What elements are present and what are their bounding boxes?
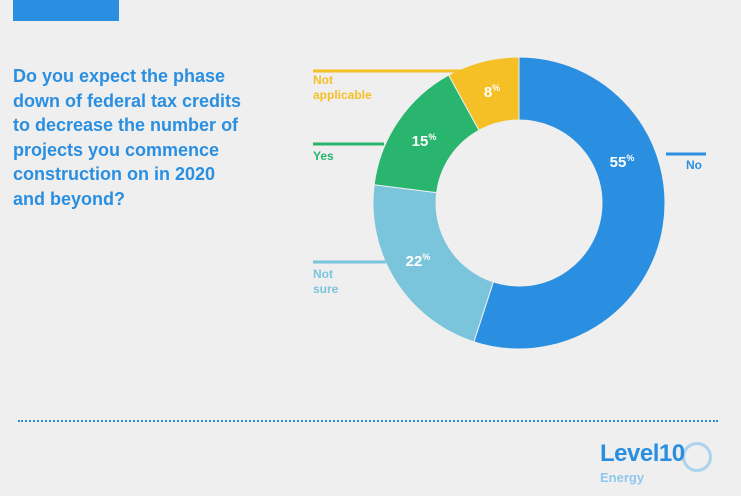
- chart-slices: [372, 56, 666, 350]
- level10-energy-logo: Level10 Energy: [600, 440, 730, 490]
- category-label-yes: Yes: [313, 149, 334, 163]
- pct-label-yes: 15%: [412, 132, 437, 150]
- slice-not-sure: [372, 184, 494, 343]
- pct-label-not-sure: 22%: [406, 252, 431, 270]
- dotted-divider: [18, 420, 718, 422]
- category-label-not-applicable: Not applicable: [313, 73, 372, 102]
- logo-subtitle: Energy: [600, 470, 645, 485]
- pct-label-not-applicable: 8%: [484, 83, 500, 101]
- pct-label-no: 55%: [610, 153, 635, 171]
- category-label-not-sure: Not sure: [313, 267, 339, 296]
- header-accent-bar: [13, 0, 119, 21]
- donut-chart: 55% No 22% Not sure 15% Yes 8% Not applicable: [313, 56, 706, 350]
- chart-leader-lines: [313, 69, 706, 264]
- category-label-no: No: [686, 158, 702, 172]
- chart-labels: 55% No 22% Not sure 15% Yes 8% Not applicable: [313, 73, 702, 296]
- logo-ring-icon: [682, 442, 712, 472]
- survey-question: Do you expect the phase down of federal …: [13, 66, 242, 209]
- slice-not-applicable: [447, 56, 520, 131]
- slice-no: [473, 56, 666, 350]
- logo-wordmark: Level10: [600, 440, 685, 467]
